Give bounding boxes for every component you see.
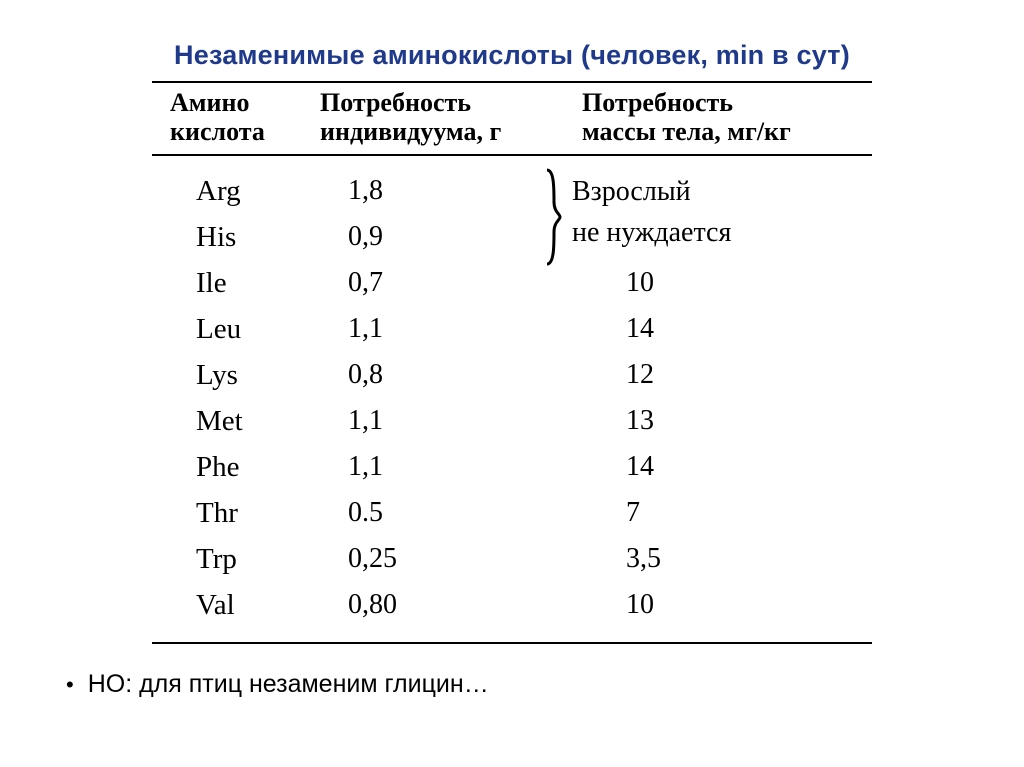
table-row: Ile 0,7 10	[152, 260, 872, 306]
cell-individual: 0,7	[312, 267, 542, 299]
cell-amino: Met	[152, 405, 312, 438]
cell-individual: 0,9	[312, 221, 542, 253]
cell-amino: Leu	[152, 313, 312, 346]
cell-amino: Ile	[152, 267, 312, 300]
cell-mass: 14	[542, 451, 872, 483]
cell-amino: His	[152, 221, 312, 254]
cell-amino: Thr	[152, 497, 312, 530]
cell-mass: 12	[542, 359, 872, 391]
cell-amino: Trp	[152, 543, 312, 576]
cell-individual: 0,80	[312, 589, 542, 621]
col-header-amino-l1: Амино	[170, 88, 249, 117]
cell-individual: 1,8	[312, 175, 542, 207]
bullet-icon: •	[66, 674, 74, 696]
table-row: Met 1,1 13	[152, 398, 872, 444]
col-header-mass-l1: Потребность	[582, 88, 733, 117]
cell-individual: 0,25	[312, 543, 542, 575]
brace-note-l1: Взрослый	[572, 176, 691, 207]
table-row: Thr 0.5 7	[152, 490, 872, 536]
footnote-text: НО: для птиц незаменим глицин…	[88, 670, 489, 699]
cell-mass: 7	[542, 497, 872, 529]
table-row: His 0,9	[152, 214, 872, 260]
cell-individual: 0.5	[312, 497, 542, 529]
col-header-mass-l2: массы тела, мг/кг	[582, 117, 791, 146]
amino-table: Амино кислота Потребность индивидуума, г…	[152, 81, 872, 644]
cell-individual: 0,8	[312, 359, 542, 391]
cell-mass: 10	[542, 589, 872, 621]
table-row: Val 0,80 10	[152, 582, 872, 628]
brace-note: Взрослый не нуждается	[572, 172, 731, 253]
cell-individual: 1,1	[312, 313, 542, 345]
col-header-mass: Потребность массы тела, мг/кг	[542, 89, 872, 146]
table-body: Взрослый не нуждается Arg 1,8 His 0,9 Il…	[152, 156, 872, 644]
cell-mass: 3,5	[542, 543, 872, 575]
cell-mass: 13	[542, 405, 872, 437]
table-row: Leu 1,1 14	[152, 306, 872, 352]
page-title: Незаменимые аминокислоты (человек, min в…	[60, 40, 964, 71]
table-row: Trp 0,25 3,5	[152, 536, 872, 582]
table-row: Phe 1,1 14	[152, 444, 872, 490]
brace-note-l2: не нуждается	[572, 217, 731, 248]
cell-amino: Arg	[152, 175, 312, 208]
cell-mass: 10	[542, 267, 872, 299]
cell-mass: 14	[542, 313, 872, 345]
col-header-amino-l2: кислота	[170, 117, 265, 146]
cell-individual: 1,1	[312, 405, 542, 437]
slide: Незаменимые аминокислоты (человек, min в…	[0, 0, 1024, 767]
col-header-individual: Потребность индивидуума, г	[312, 89, 542, 146]
col-header-amino: Амино кислота	[152, 89, 312, 146]
col-header-individual-l2: индивидуума, г	[320, 117, 501, 146]
cell-amino: Val	[152, 589, 312, 622]
col-header-individual-l1: Потребность	[320, 88, 471, 117]
cell-amino: Lys	[152, 359, 312, 392]
cell-amino: Phe	[152, 451, 312, 484]
footnote: • НО: для птиц незаменим глицин…	[60, 670, 964, 699]
table-header-row: Амино кислота Потребность индивидуума, г…	[152, 81, 872, 156]
table-row: Lys 0,8 12	[152, 352, 872, 398]
cell-individual: 1,1	[312, 451, 542, 483]
table-row: Arg 1,8	[152, 168, 872, 214]
